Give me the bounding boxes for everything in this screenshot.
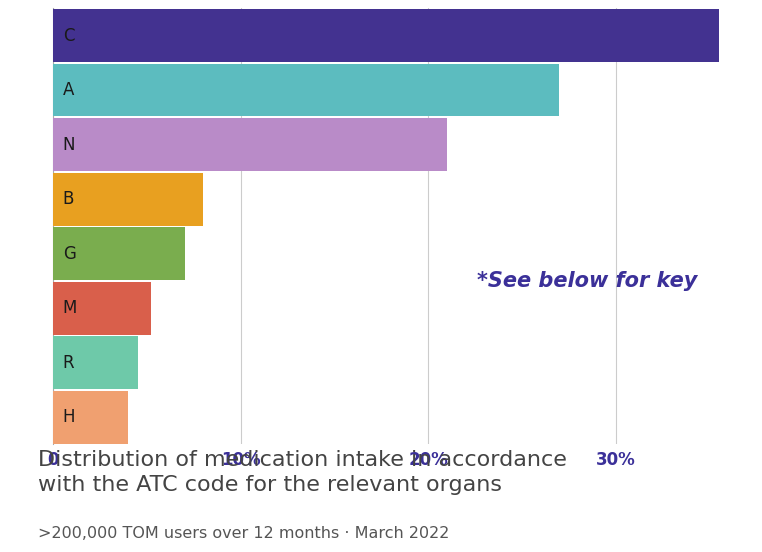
Text: >200,000 TOM users over 12 months · March 2022: >200,000 TOM users over 12 months · Marc… bbox=[38, 526, 450, 541]
Bar bbox=[53, 227, 184, 280]
Bar bbox=[53, 336, 138, 389]
Bar bbox=[53, 9, 719, 62]
Text: G: G bbox=[62, 245, 75, 263]
Text: R: R bbox=[62, 354, 75, 371]
Bar bbox=[53, 173, 203, 226]
Bar bbox=[53, 282, 151, 335]
Text: B: B bbox=[62, 190, 74, 208]
Bar bbox=[53, 63, 559, 116]
Bar bbox=[53, 118, 447, 171]
Text: A: A bbox=[62, 81, 74, 99]
Text: M: M bbox=[62, 299, 77, 317]
Text: H: H bbox=[62, 408, 75, 426]
Text: N: N bbox=[62, 136, 75, 153]
Text: C: C bbox=[62, 26, 74, 45]
Text: Distribution of medication intake in accordance
with the ATC code for the releva: Distribution of medication intake in acc… bbox=[38, 450, 567, 496]
Text: *See below for key: *See below for key bbox=[477, 271, 698, 291]
Bar bbox=[53, 391, 128, 444]
